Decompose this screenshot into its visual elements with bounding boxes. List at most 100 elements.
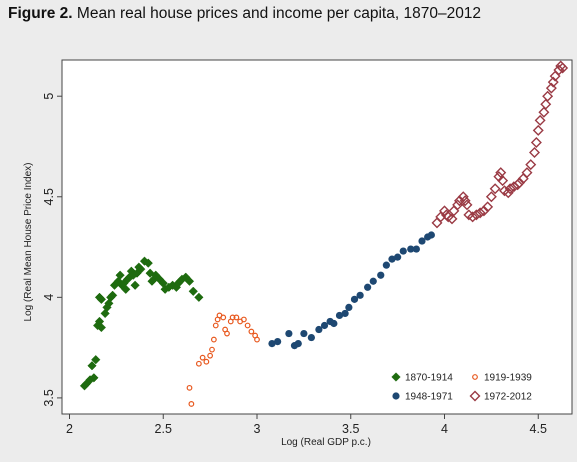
- data-point-1972-2012: [545, 82, 557, 94]
- data-point-1919-1939: [240, 316, 247, 323]
- data-point-1972-2012: [482, 201, 494, 213]
- data-point-1870-1914: [96, 294, 107, 305]
- data-point-1919-1939: [248, 328, 255, 335]
- data-point-1948-1971: [377, 271, 385, 279]
- data-point-1972-2012: [540, 98, 552, 110]
- data-point-1972-2012: [489, 183, 501, 195]
- data-point-1948-1971: [369, 277, 377, 285]
- data-point-1948-1971: [418, 237, 426, 245]
- data-point-1948-1971: [427, 231, 435, 239]
- data-point-1972-2012: [525, 159, 537, 171]
- data-point-1870-1914: [121, 284, 131, 294]
- data-point-1870-1914: [184, 276, 195, 286]
- data-point-1972-2012: [459, 195, 471, 207]
- y-axis-ticks: 3.5 4 4.5 5: [42, 93, 62, 407]
- data-point-1919-1939: [254, 336, 260, 343]
- legend-label-1972-2012: 1972-2012: [484, 392, 532, 403]
- y-axis-title: Log (Real Mean House Price Index): [23, 163, 34, 322]
- data-point-1919-1939: [188, 401, 195, 407]
- data-point-1948-1971: [345, 303, 353, 311]
- data-point-1919-1939: [229, 314, 236, 321]
- data-point-1948-1971: [399, 247, 407, 255]
- data-point-1972-2012: [534, 114, 546, 126]
- data-point-1972-2012: [478, 205, 490, 217]
- data-point-1972-2012: [538, 106, 550, 118]
- data-point-1870-1914: [89, 373, 99, 383]
- data-point-1919-1939: [209, 346, 215, 353]
- data-point-1972-2012: [497, 175, 509, 187]
- y-tick-label: 4.5: [42, 188, 56, 205]
- data-point-1948-1971: [382, 261, 390, 269]
- data-point-1972-2012: [529, 147, 540, 159]
- data-point-1919-1939: [212, 322, 219, 329]
- data-point-1870-1914: [115, 270, 125, 280]
- data-point-1972-2012: [474, 207, 486, 219]
- data-point-1919-1939: [224, 330, 230, 337]
- data-point-1948-1971: [394, 253, 402, 261]
- figure-caption: Mean real house prices and income per ca…: [76, 5, 482, 22]
- x-tick-label: 2.5: [155, 422, 172, 436]
- data-point-1972-2012: [557, 62, 569, 74]
- data-point-1948-1971: [335, 311, 344, 320]
- data-point-1948-1971: [412, 245, 420, 253]
- data-point-1972-2012: [485, 191, 497, 203]
- data-point-1870-1914: [96, 322, 107, 333]
- x-tick-label: 3.5: [342, 422, 359, 436]
- x-tick-label: 4.5: [530, 422, 547, 436]
- x-tick-label: 3: [254, 422, 261, 436]
- data-point-1948-1971: [341, 309, 349, 318]
- data-point-1972-2012: [446, 213, 458, 225]
- data-point-1948-1971: [294, 340, 302, 348]
- legend: 1870-1914 1919-1939 1948-1971 1972-2012: [391, 372, 532, 403]
- data-point-1948-1971: [407, 245, 415, 253]
- x-axis-ticks: 2 2.5 3 3.5 4 4.5: [66, 414, 547, 436]
- data-point-1919-1939: [195, 360, 202, 367]
- x-axis-title: Log (Real GDP p.c.): [281, 437, 371, 448]
- data-point-1870-1914: [143, 258, 153, 268]
- data-point-1972-2012: [542, 90, 554, 102]
- data-point-1972-2012: [521, 167, 533, 179]
- y-tick-label: 5: [42, 93, 56, 100]
- plot-area: [61, 59, 573, 415]
- legend-marker-1919-1939: [472, 374, 478, 380]
- data-point-1972-2012: [547, 76, 559, 88]
- data-point-1919-1939: [207, 352, 214, 359]
- data-point-1948-1971: [285, 329, 293, 338]
- data-point-1972-2012: [461, 199, 473, 211]
- data-point-1919-1939: [199, 354, 206, 361]
- data-point-1919-1939: [233, 314, 240, 321]
- data-point-1948-1971: [307, 333, 315, 342]
- legend-marker-1870-1914: [391, 372, 401, 382]
- legend-label-1870-1914: 1870-1914: [405, 373, 453, 384]
- figure-title: Figure 2. Mean real house prices and inc…: [8, 5, 481, 23]
- y-tick-label: 3.5: [42, 389, 56, 406]
- data-point-1870-1914: [194, 292, 204, 302]
- data-point-1972-2012: [470, 209, 482, 221]
- data-point-1948-1971: [330, 319, 338, 328]
- data-point-1870-1914: [136, 264, 146, 274]
- data-point-1948-1971: [350, 295, 359, 303]
- data-point-1870-1914: [100, 308, 110, 319]
- data-point-1948-1971: [356, 291, 364, 299]
- data-point-1948-1971: [300, 329, 308, 338]
- data-point-1870-1914: [130, 280, 140, 290]
- data-point-1972-2012: [530, 136, 542, 148]
- legend-marker-1948-1971: [392, 392, 400, 400]
- data-point-1870-1914: [91, 355, 101, 365]
- data-point-1870-1914: [107, 290, 118, 300]
- data-point-1948-1971: [274, 337, 282, 346]
- data-point-1972-2012: [532, 124, 544, 136]
- legend-marker-1972-2012: [469, 390, 481, 402]
- figure-number: Figure 2.: [8, 5, 73, 22]
- x-tick-label: 4: [441, 422, 448, 436]
- data-point-1919-1939: [186, 384, 193, 391]
- legend-label-1919-1939: 1919-1939: [484, 373, 532, 384]
- data-point-1972-2012: [504, 183, 516, 195]
- data-point-1919-1939: [220, 314, 227, 321]
- data-point-1972-2012: [514, 177, 525, 189]
- y-tick-label: 4: [42, 294, 56, 301]
- data-point-1919-1939: [244, 322, 251, 329]
- legend-label-1948-1971: 1948-1971: [405, 392, 453, 403]
- data-point-1948-1971: [364, 283, 372, 291]
